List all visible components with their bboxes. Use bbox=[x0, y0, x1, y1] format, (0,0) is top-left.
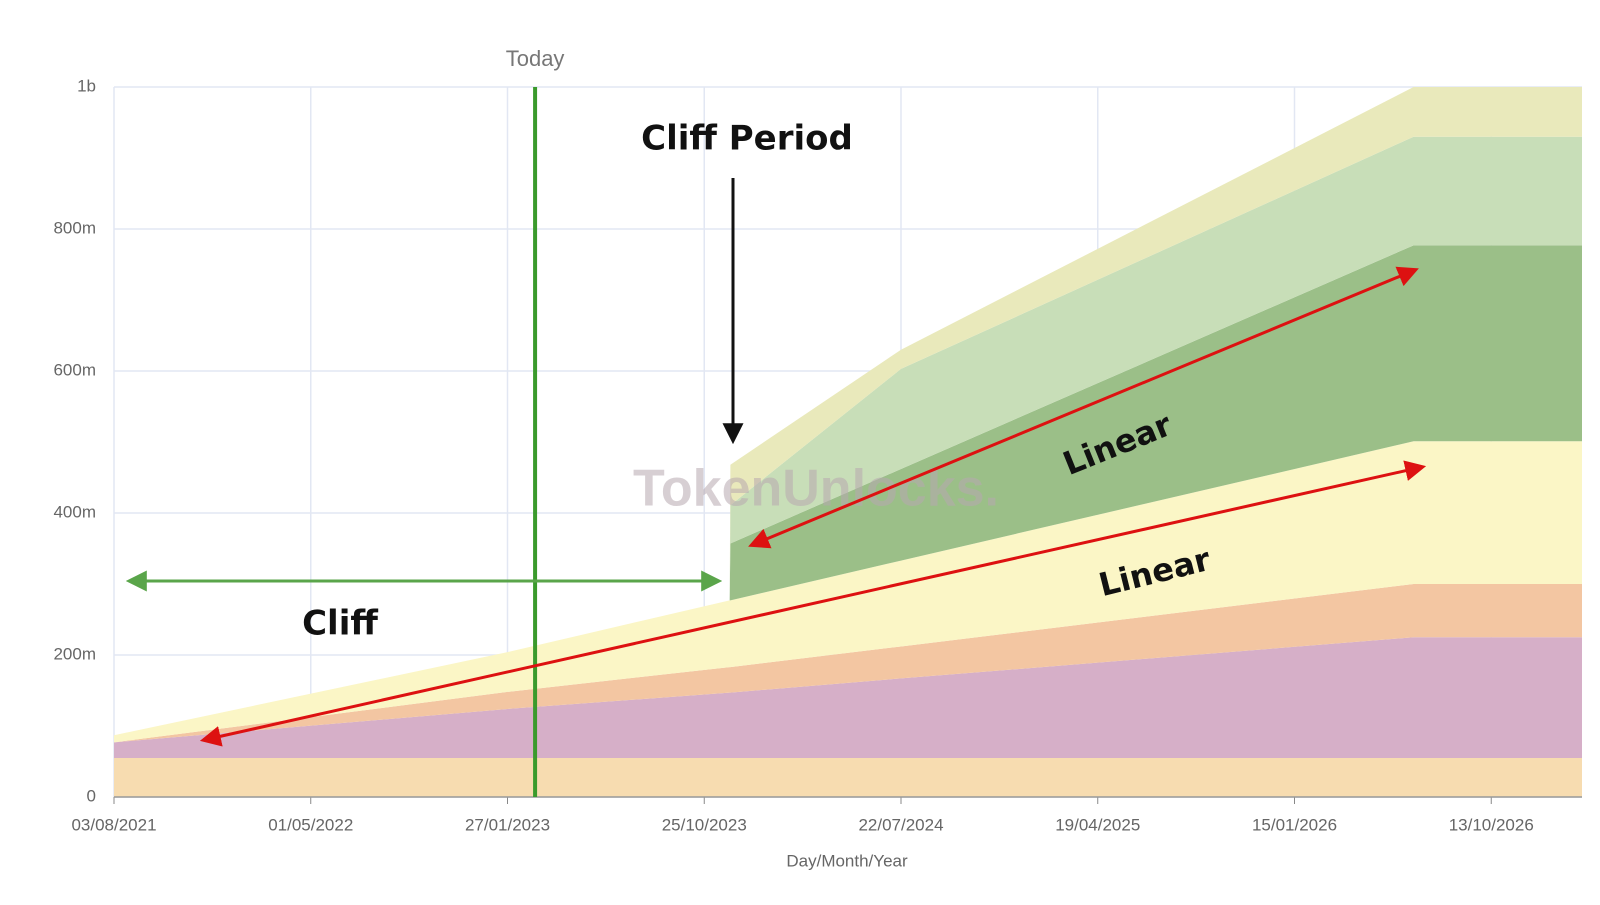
x-axis-title: Day/Month/Year bbox=[786, 851, 908, 870]
x-tick-label: 25/10/2023 bbox=[662, 815, 747, 834]
y-tick-label: 1b bbox=[77, 76, 96, 95]
x-tick-label: 19/04/2025 bbox=[1055, 815, 1140, 834]
x-tick-label: 15/01/2026 bbox=[1252, 815, 1337, 834]
annotation: Cliff bbox=[302, 604, 378, 644]
y-tick-label: 800m bbox=[53, 218, 96, 237]
x-tick-label: 22/07/2024 bbox=[858, 815, 943, 834]
today-label: Today bbox=[506, 46, 565, 71]
y-tick-label: 0 bbox=[87, 786, 96, 805]
watermark: TokenUnlocks. bbox=[633, 460, 999, 518]
x-tick-label: 03/08/2021 bbox=[71, 815, 156, 834]
x-tick-label: 01/05/2022 bbox=[268, 815, 353, 834]
area bbox=[114, 757, 1582, 797]
y-tick-label: 400m bbox=[53, 502, 96, 521]
y-tick-label: 600m bbox=[53, 360, 96, 379]
areas bbox=[114, 87, 1582, 797]
annotation: Cliff Period bbox=[641, 119, 853, 159]
x-tick-label: 13/10/2026 bbox=[1449, 815, 1534, 834]
y-tick-label: 200m bbox=[53, 644, 96, 663]
arrow bbox=[199, 460, 1427, 747]
x-tick-label: 27/01/2023 bbox=[465, 815, 550, 834]
